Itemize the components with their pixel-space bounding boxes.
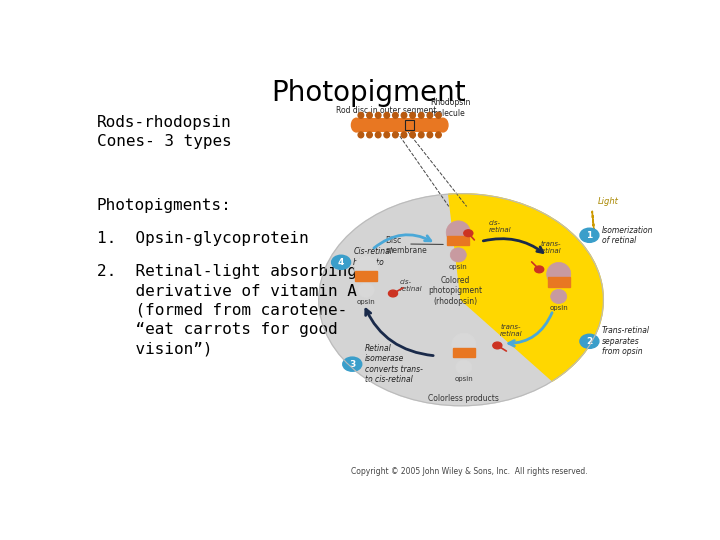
Ellipse shape [551, 289, 567, 303]
Ellipse shape [358, 112, 364, 118]
Text: 1.  Opsin-glycoprotein: 1. Opsin-glycoprotein [96, 231, 308, 246]
Ellipse shape [418, 132, 424, 138]
Ellipse shape [452, 333, 476, 356]
Text: opsin: opsin [357, 299, 376, 305]
Ellipse shape [366, 132, 372, 138]
Text: Photopigments:: Photopigments: [96, 198, 231, 213]
Text: opsin: opsin [449, 264, 468, 269]
Text: Light: Light [598, 197, 618, 206]
Text: Retinal
isomerase
converts trans-
to cis-retinal: Retinal isomerase converts trans- to cis… [364, 344, 423, 384]
Ellipse shape [438, 118, 448, 132]
Text: Trans-retinal
separates
from opsin: Trans-retinal separates from opsin [602, 326, 649, 356]
Text: 2.  Retinal-light absorbing
    derivative of vitamin A
    (formed from caroten: 2. Retinal-light absorbing derivative of… [96, 265, 356, 356]
Circle shape [332, 255, 351, 269]
Bar [447, 236, 469, 245]
Text: Colorless products: Colorless products [428, 394, 499, 403]
Text: Copyright © 2005 John Wiley & Sons, Inc.  All rights reserved.: Copyright © 2005 John Wiley & Sons, Inc.… [351, 467, 588, 476]
Bar [405, 120, 414, 130]
Bar [453, 348, 475, 357]
Text: 1: 1 [586, 231, 593, 240]
Text: Cis-retinal
binds to
opsin: Cis-retinal binds to opsin [354, 247, 392, 277]
Text: Disc
membrane: Disc membrane [386, 236, 428, 255]
Text: 2: 2 [586, 337, 593, 346]
Ellipse shape [358, 132, 364, 138]
Ellipse shape [410, 132, 415, 138]
Text: cis-
retinal: cis- retinal [400, 279, 423, 292]
Ellipse shape [427, 132, 433, 138]
Circle shape [580, 228, 599, 242]
Circle shape [492, 342, 502, 349]
Text: Rods-rhodopsin
Cones- 3 types: Rods-rhodopsin Cones- 3 types [96, 114, 231, 149]
Circle shape [319, 194, 603, 406]
Text: 4: 4 [338, 258, 344, 267]
Ellipse shape [354, 256, 378, 279]
Bar [356, 118, 443, 132]
Text: Photopigment: Photopigment [271, 79, 467, 107]
Ellipse shape [384, 112, 390, 118]
Ellipse shape [427, 112, 433, 118]
Text: trans-
retinal: trans- retinal [539, 241, 562, 254]
Ellipse shape [392, 132, 398, 138]
Circle shape [389, 290, 397, 297]
Ellipse shape [375, 132, 381, 138]
Text: Colored
photopigment
(rhodopsin): Colored photopigment (rhodopsin) [428, 276, 482, 306]
Ellipse shape [358, 283, 374, 298]
Text: cis-
retinal: cis- retinal [489, 220, 512, 233]
Ellipse shape [375, 112, 381, 118]
Text: trans-
retinal: trans- retinal [500, 324, 523, 337]
Circle shape [535, 266, 544, 273]
Ellipse shape [446, 221, 470, 244]
Ellipse shape [456, 360, 472, 374]
FancyArrowPatch shape [483, 239, 543, 253]
Text: Rod disc in outer segment: Rod disc in outer segment [336, 106, 436, 114]
Ellipse shape [351, 118, 361, 132]
Circle shape [580, 334, 599, 348]
Ellipse shape [450, 248, 467, 262]
FancyArrowPatch shape [366, 309, 433, 356]
Ellipse shape [436, 112, 441, 118]
Ellipse shape [410, 112, 415, 118]
Text: Isomerization
of retinal: Isomerization of retinal [602, 226, 653, 245]
Ellipse shape [401, 112, 407, 118]
Text: opsin: opsin [549, 305, 568, 311]
Text: 3: 3 [349, 360, 356, 369]
Text: Rhodopsin
molecule: Rhodopsin molecule [431, 98, 471, 118]
Text: opsin: opsin [454, 376, 473, 382]
Ellipse shape [418, 112, 424, 118]
Circle shape [464, 230, 473, 237]
FancyArrowPatch shape [509, 313, 552, 346]
FancyArrowPatch shape [374, 235, 431, 248]
Ellipse shape [366, 112, 372, 118]
Ellipse shape [436, 132, 441, 138]
Ellipse shape [401, 132, 407, 138]
Circle shape [343, 357, 361, 371]
Bar [355, 271, 377, 280]
Bar [548, 278, 570, 287]
Ellipse shape [392, 112, 398, 118]
Ellipse shape [384, 132, 390, 138]
Ellipse shape [546, 262, 571, 286]
Wedge shape [449, 194, 603, 381]
